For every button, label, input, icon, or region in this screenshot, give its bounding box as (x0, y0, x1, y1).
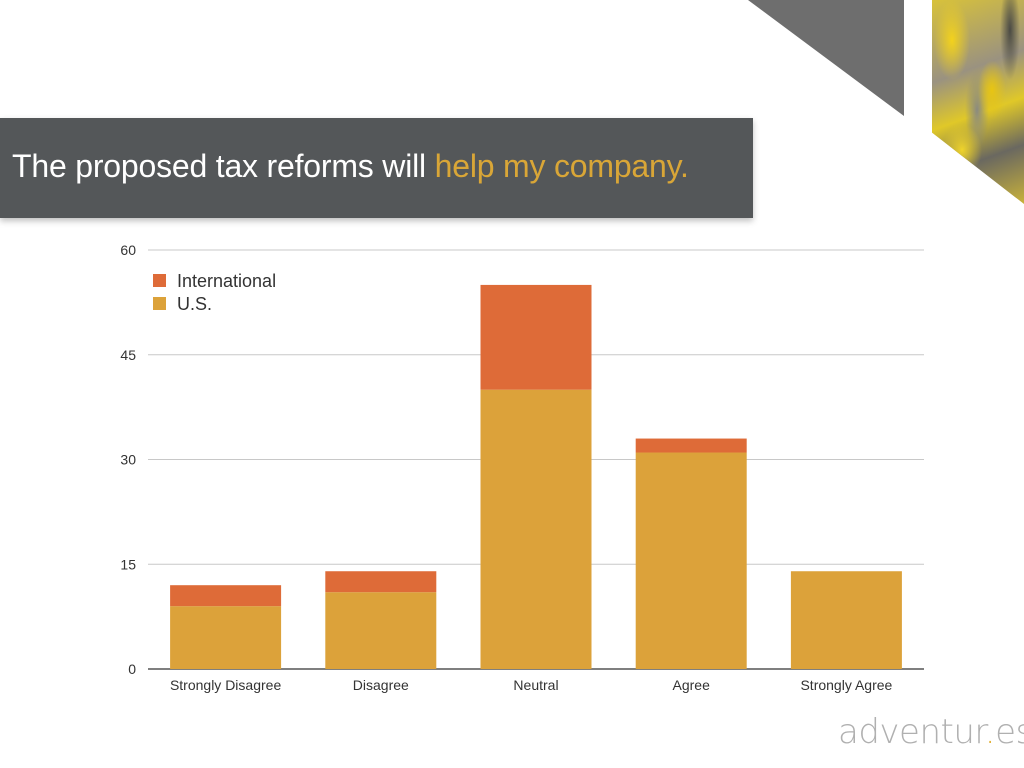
legend-label: U.S. (177, 294, 212, 314)
legend-label: International (177, 271, 276, 291)
y-tick-label: 45 (120, 347, 136, 363)
slide-title-main: The proposed tax reforms will (12, 148, 435, 184)
bar-international (170, 585, 282, 607)
legend-swatch-international (153, 274, 166, 287)
logo-text-start: adventur (838, 712, 985, 752)
bar-international (635, 438, 747, 453)
bar-us (170, 606, 282, 669)
title-banner (0, 118, 753, 218)
slide-title: The proposed tax reforms will help my co… (12, 148, 689, 185)
x-tick-label: Neutral (513, 677, 558, 693)
y-tick-label: 15 (120, 556, 136, 572)
legend-swatch-us (153, 297, 166, 310)
x-tick-label: Agree (673, 677, 711, 693)
logo-text-end: es (995, 712, 1024, 752)
x-tick-label: Strongly Disagree (170, 677, 281, 693)
bar-us (325, 592, 437, 669)
bar-us (635, 452, 747, 669)
y-tick-label: 0 (128, 661, 136, 677)
x-tick-label: Strongly Agree (800, 677, 892, 693)
y-tick-label: 30 (120, 452, 136, 468)
adventures-logo: adventur.es (838, 712, 1024, 752)
x-tick-label: Disagree (353, 677, 409, 693)
bar-us (790, 571, 902, 669)
bar-us (480, 389, 592, 669)
slide-title-highlight: help my company. (434, 148, 689, 184)
logo-dot: . (984, 712, 996, 752)
bar-international (325, 571, 437, 593)
y-tick-label: 60 (120, 242, 136, 258)
bar-international (480, 284, 592, 390)
